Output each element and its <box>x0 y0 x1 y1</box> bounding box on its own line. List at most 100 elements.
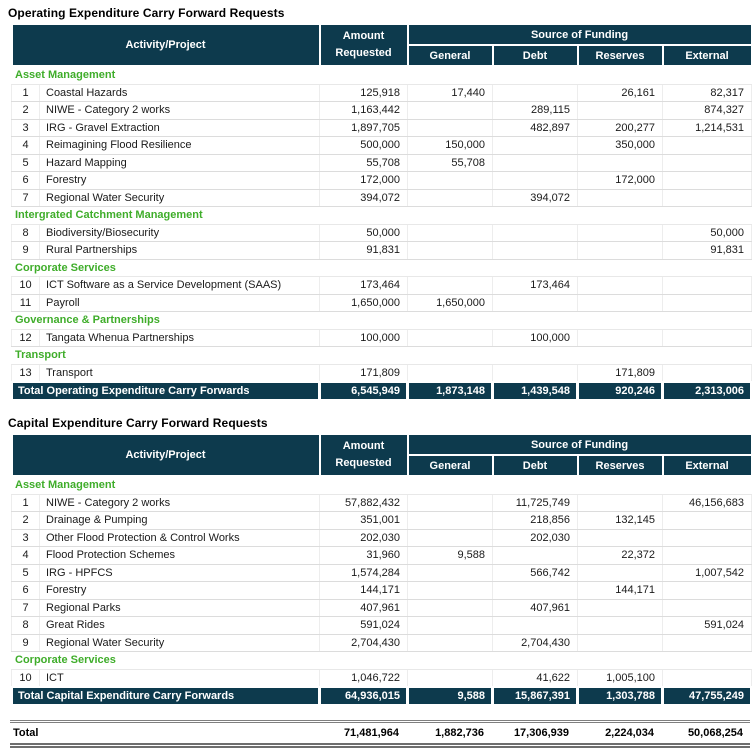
grand-total-debt: 17,306,939 <box>491 721 576 746</box>
activity-name: Tangata Whenua Partnerships <box>39 328 320 347</box>
amount-cell: 407,961 <box>319 598 408 617</box>
operating-table-body: Asset Management 1 Coastal Hazards 125,918 1… <box>10 65 752 383</box>
operating-total-external: 2,313,006 <box>660 381 752 402</box>
column-header-debt: Debt <box>491 44 579 67</box>
funding-external-cell <box>661 546 752 565</box>
funding-general-cell <box>407 188 493 207</box>
section-row: Asset Management <box>10 475 752 495</box>
table-row: 10 ICT 1,046,722 41,622 1,005,100 <box>11 668 752 688</box>
funding-general-cell: 1,650,000 <box>407 293 493 312</box>
row-number: 13 <box>11 363 40 383</box>
funding-debt-cell: 218,856 <box>492 511 578 530</box>
table-row: 2 NIWE - Category 2 works 1,163,442 289,115… <box>11 101 752 120</box>
capital-table-body: Asset Management 1 NIWE - Category 2 works… <box>10 475 752 688</box>
funding-reserves-cell <box>577 493 663 512</box>
funding-external-cell <box>661 276 752 295</box>
funding-reserves-cell: 171,809 <box>577 363 663 383</box>
operating-table: Activity/Project Amount Requested Source… <box>10 23 752 402</box>
section-label: Asset Management <box>10 475 752 495</box>
row-number: 9 <box>11 241 40 260</box>
grand-total-label: Total <box>10 721 318 746</box>
activity-name: IRG - HPFCS <box>39 563 320 582</box>
table-row: 7 Regional Water Security 394,072 394,072 <box>11 188 752 207</box>
amount-cell: 202,030 <box>319 528 408 547</box>
funding-external-cell <box>661 581 752 600</box>
table-row: 8 Biodiversity/Biosecurity 50,000 50,000 <box>11 223 752 242</box>
funding-debt-cell: 100,000 <box>492 328 578 347</box>
funding-general-cell: 9,588 <box>407 546 493 565</box>
section-label: Corporate Services <box>10 651 752 670</box>
row-number: 6 <box>11 581 40 600</box>
funding-reserves-cell: 1,005,100 <box>577 668 663 688</box>
operating-table-title: Operating Expenditure Carry Forward Requ… <box>8 6 285 20</box>
amount-cell: 1,163,442 <box>319 101 408 120</box>
activity-name: ICT Software as a Service Development (S… <box>39 276 320 295</box>
table-row: 5 Hazard Mapping 55,708 55,708 <box>11 153 752 172</box>
table-row: 4 Reimagining Flood Resilience 500,000 150,… <box>11 136 752 155</box>
funding-debt-cell: 2,704,430 <box>492 633 578 652</box>
grand-total-amount: 71,481,964 <box>318 721 406 746</box>
funding-reserves-cell: 172,000 <box>577 171 663 190</box>
column-header-amount-requested: Amount Requested <box>318 433 409 477</box>
activity-name: ICT <box>39 668 320 688</box>
funding-external-cell: 591,024 <box>661 616 752 635</box>
section-label: Asset Management <box>10 65 752 85</box>
capital-total-amount: 64,936,015 <box>318 686 409 707</box>
section-label: Corporate Services <box>10 258 752 277</box>
funding-external-cell: 874,327 <box>661 101 752 120</box>
funding-general-cell <box>407 598 493 617</box>
row-number: 10 <box>11 276 40 295</box>
funding-external-cell <box>661 136 752 155</box>
funding-debt-cell: 482,897 <box>492 118 578 137</box>
table-row: 4 Flood Protection Schemes 31,960 9,588 22,3… <box>11 546 752 565</box>
funding-external-cell: 50,000 <box>661 223 752 242</box>
amount-cell: 351,001 <box>319 511 408 530</box>
funding-general-cell <box>407 668 493 688</box>
amount-cell: 500,000 <box>319 136 408 155</box>
table-row: 1 NIWE - Category 2 works 57,882,432 11,725… <box>11 493 752 512</box>
activity-name: Other Flood Protection & Control Works <box>39 528 320 547</box>
operating-total-label: Total Operating Expenditure Carry Forwar… <box>10 381 321 402</box>
funding-external-cell <box>661 171 752 190</box>
amount-cell: 55,708 <box>319 153 408 172</box>
row-number: 4 <box>11 546 40 565</box>
funding-general-cell <box>407 276 493 295</box>
activity-name: Drainage & Pumping <box>39 511 320 530</box>
activity-name: Regional Water Security <box>39 633 320 652</box>
funding-debt-cell <box>492 171 578 190</box>
amount-cell: 173,464 <box>319 276 408 295</box>
table-row: 1 Coastal Hazards 125,918 17,440 26,161 82,31… <box>11 83 752 102</box>
activity-name: Transport <box>39 363 320 383</box>
table-row: 8 Great Rides 591,024 591,024 <box>11 616 752 635</box>
funding-external-cell <box>661 328 752 347</box>
funding-general-cell <box>407 363 493 383</box>
amount-cell: 1,650,000 <box>319 293 408 312</box>
funding-external-cell <box>661 633 752 652</box>
funding-reserves-cell <box>577 328 663 347</box>
funding-debt-cell <box>492 616 578 635</box>
funding-debt-cell: 394,072 <box>492 188 578 207</box>
table-row: 2 Drainage & Pumping 351,001 218,856 132,145 <box>11 511 752 530</box>
grand-total-general: 1,882,736 <box>406 721 491 746</box>
funding-reserves-cell: 200,277 <box>577 118 663 137</box>
amount-cell: 2,704,430 <box>319 633 408 652</box>
row-number: 9 <box>11 633 40 652</box>
column-header-source-of-funding: Source of Funding <box>406 23 752 46</box>
table-row: 9 Regional Water Security 2,704,430 2,704,4… <box>11 633 752 652</box>
table-row: 6 Forestry 172,000 172,000 <box>11 171 752 190</box>
funding-reserves-cell: 26,161 <box>577 83 663 102</box>
table-row: 12 Tangata Whenua Partnerships 100,000 100,… <box>11 328 752 347</box>
row-number: 5 <box>11 153 40 172</box>
funding-general-cell <box>407 616 493 635</box>
section-row: Corporate Services <box>10 258 752 277</box>
activity-name: Payroll <box>39 293 320 312</box>
funding-debt-cell <box>492 241 578 260</box>
funding-debt-cell: 11,725,749 <box>492 493 578 512</box>
row-number: 8 <box>11 223 40 242</box>
activity-name: Forestry <box>39 171 320 190</box>
column-header-reserves: Reserves <box>576 44 664 67</box>
operating-total-general: 1,873,148 <box>406 381 494 402</box>
section-row: Governance & Partnerships <box>10 311 752 330</box>
funding-general-cell <box>407 328 493 347</box>
capital-total-row: Total Capital Expenditure Carry Forwards… <box>10 686 752 707</box>
